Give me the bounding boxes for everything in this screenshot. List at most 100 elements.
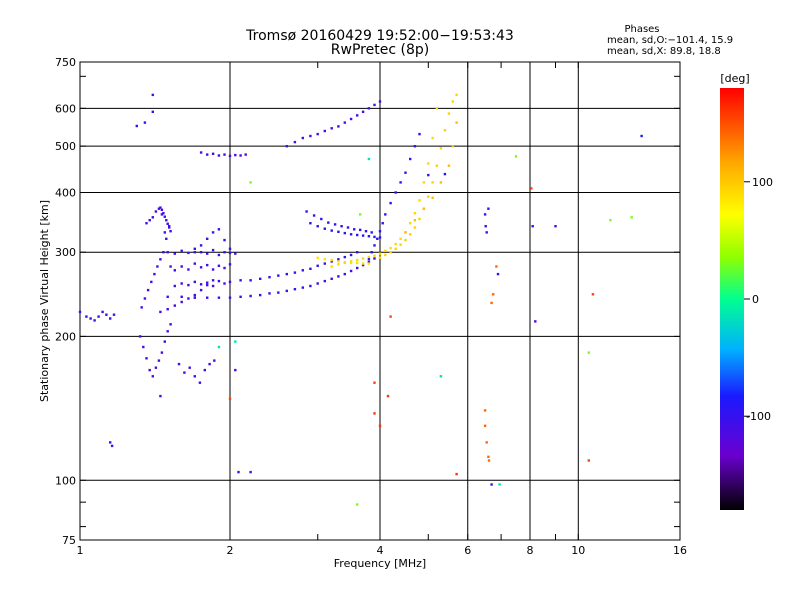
data-point-7-4 xyxy=(217,296,221,299)
data-point-18-5 xyxy=(381,222,384,225)
data-point-6-0 xyxy=(173,284,176,288)
data-point-13-5 xyxy=(343,231,346,235)
data-point-25-6 xyxy=(492,293,495,296)
data-point-18-9 xyxy=(399,181,402,184)
data-point-2-9 xyxy=(168,225,171,228)
data-point-0-4 xyxy=(97,315,100,318)
data-point-18-12 xyxy=(413,145,417,148)
data-point-7-7 xyxy=(249,294,252,298)
data-point-15-16 xyxy=(418,199,421,202)
x-tick-label-1: 2 xyxy=(227,544,234,557)
data-point-19-10 xyxy=(356,114,359,117)
data-point-6-4 xyxy=(199,283,203,286)
data-point-9-5 xyxy=(193,293,196,297)
data-point-18-3 xyxy=(376,237,379,240)
data-point-0-8 xyxy=(112,313,116,316)
data-point-12-6 xyxy=(346,226,350,229)
data-point-8-4 xyxy=(277,274,280,277)
data-point-12-10 xyxy=(370,231,373,234)
data-point-7-15 xyxy=(316,282,319,285)
data-point-22-6 xyxy=(485,231,488,234)
data-point-15-5 xyxy=(361,257,365,260)
data-point-2-0 xyxy=(140,306,143,309)
x-tick-label-4: 8 xyxy=(527,544,534,557)
data-point-7-19 xyxy=(343,272,346,276)
data-point-17-4 xyxy=(439,181,443,184)
data-point-18-0 xyxy=(367,258,371,261)
data-point-18-2 xyxy=(373,244,376,247)
data-point-7-5 xyxy=(228,296,232,299)
data-point-30-1 xyxy=(234,340,237,343)
data-point-13-9 xyxy=(367,235,371,238)
data-point-5-3 xyxy=(193,262,196,265)
data-point-9-0 xyxy=(159,310,162,314)
data-point-6-3 xyxy=(193,280,196,284)
data-point-23-2 xyxy=(234,368,237,372)
data-point-5-4 xyxy=(199,266,203,269)
data-point-20-5 xyxy=(228,154,232,158)
data-point-16-7 xyxy=(413,226,417,229)
x-tick-label-5: 10 xyxy=(571,544,585,557)
data-point-8-8 xyxy=(309,267,312,270)
data-point-13-4 xyxy=(337,230,340,233)
data-point-1-7 xyxy=(160,351,164,354)
data-point-20-7 xyxy=(239,154,242,157)
data-point-8-14 xyxy=(349,253,353,257)
data-point-10-4 xyxy=(217,228,221,231)
data-point-0-5 xyxy=(101,310,104,314)
data-point-7-2 xyxy=(193,296,196,299)
data-point-19-11 xyxy=(361,110,365,113)
data-point-4-7 xyxy=(217,253,221,257)
data-point-26-2 xyxy=(591,293,595,296)
data-point-5-0 xyxy=(173,269,176,272)
data-point-3-2 xyxy=(151,216,154,219)
data-point-19-2 xyxy=(301,136,304,140)
data-point-24-0 xyxy=(151,110,154,113)
data-point-15-12 xyxy=(399,237,402,240)
data-point-23-0 xyxy=(151,93,154,97)
data-point-19-6 xyxy=(330,127,333,130)
data-point-10-0 xyxy=(193,251,196,254)
data-point-15-15 xyxy=(413,212,417,215)
data-point-7-13 xyxy=(301,286,304,289)
data-point-13-8 xyxy=(361,234,365,237)
data-point-7-22 xyxy=(361,263,365,267)
data-point-9-8 xyxy=(211,279,215,282)
data-point-7-11 xyxy=(285,289,288,293)
data-point-16-2 xyxy=(389,251,392,254)
data-point-20-6 xyxy=(234,153,237,157)
data-point-16-16 xyxy=(451,100,454,103)
data-point-8-12 xyxy=(337,258,340,261)
data-point-15-14 xyxy=(409,222,412,225)
data-point-17-7 xyxy=(455,121,458,124)
data-point-16-17 xyxy=(455,93,458,97)
data-point-14-5 xyxy=(349,261,353,265)
data-point-15-7 xyxy=(373,254,376,257)
data-point-7-8 xyxy=(259,293,262,297)
data-point-4-5 xyxy=(206,252,209,255)
data-point-3-7 xyxy=(166,251,169,254)
data-point-16-6 xyxy=(409,233,412,236)
data-point-8-3 xyxy=(268,276,271,279)
data-point-13-7 xyxy=(356,233,359,237)
x-tick-label-3: 6 xyxy=(464,544,471,557)
info-line-o: mean, sd,O:−101.4, 15.9 xyxy=(607,35,733,46)
data-point-5-7 xyxy=(217,264,221,267)
data-point-14-0 xyxy=(316,256,319,259)
data-point-15-20 xyxy=(435,107,438,110)
data-point-11-4 xyxy=(198,381,202,384)
data-point-2-5 xyxy=(156,265,159,268)
data-point-4-6 xyxy=(211,248,215,252)
data-point-12-1 xyxy=(312,214,316,217)
data-point-8-0 xyxy=(239,279,242,282)
data-point-16-4 xyxy=(399,243,402,246)
data-point-16-12 xyxy=(435,164,438,167)
data-point-4-0 xyxy=(173,252,176,255)
data-point-17-3 xyxy=(431,196,434,199)
data-point-14-8 xyxy=(367,262,371,265)
data-point-14-3 xyxy=(337,260,340,263)
data-point-8-13 xyxy=(343,255,346,259)
data-point-27-6 xyxy=(249,181,252,184)
data-point-1-9 xyxy=(166,330,169,333)
